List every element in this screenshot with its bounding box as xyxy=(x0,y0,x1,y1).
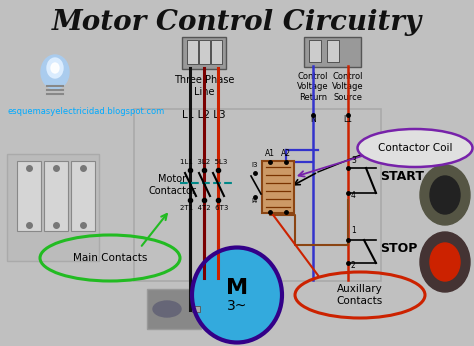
Text: N: N xyxy=(310,115,316,124)
Text: A2: A2 xyxy=(281,149,291,158)
Ellipse shape xyxy=(430,176,460,214)
Text: Contactor Coil: Contactor Coil xyxy=(378,143,452,153)
Text: Three Phase
Line: Three Phase Line xyxy=(174,75,234,97)
Ellipse shape xyxy=(41,55,69,89)
Ellipse shape xyxy=(420,232,470,292)
FancyBboxPatch shape xyxy=(211,40,222,64)
Ellipse shape xyxy=(153,301,181,317)
Text: Motor Control Circuitry: Motor Control Circuitry xyxy=(52,9,422,36)
Ellipse shape xyxy=(430,243,460,281)
Text: STOP: STOP xyxy=(380,242,418,255)
FancyBboxPatch shape xyxy=(147,289,201,329)
Ellipse shape xyxy=(192,247,282,343)
Text: L1: L1 xyxy=(344,115,353,124)
FancyBboxPatch shape xyxy=(192,306,200,312)
FancyBboxPatch shape xyxy=(44,161,68,231)
Text: L1 L2 L3: L1 L2 L3 xyxy=(182,110,226,120)
Text: Control
Voltage
Source: Control Voltage Source xyxy=(332,72,364,102)
Text: Main Contacts: Main Contacts xyxy=(73,253,147,263)
FancyBboxPatch shape xyxy=(187,40,198,64)
Text: Control
Voltage
Return: Control Voltage Return xyxy=(297,72,329,102)
FancyBboxPatch shape xyxy=(327,40,339,62)
FancyBboxPatch shape xyxy=(182,37,226,69)
Text: M: M xyxy=(226,278,248,298)
Text: 3: 3 xyxy=(351,156,356,165)
Text: 4: 4 xyxy=(351,191,356,200)
FancyBboxPatch shape xyxy=(262,161,294,213)
FancyBboxPatch shape xyxy=(7,154,99,261)
Text: 2T1  4T2  6T3: 2T1 4T2 6T3 xyxy=(180,205,228,211)
Text: Auxillary
Contacts: Auxillary Contacts xyxy=(337,284,383,306)
Text: 2: 2 xyxy=(351,261,356,270)
Text: 1: 1 xyxy=(351,226,356,235)
Text: I3: I3 xyxy=(252,162,258,168)
Text: START: START xyxy=(380,170,424,183)
Ellipse shape xyxy=(51,63,59,73)
FancyBboxPatch shape xyxy=(199,40,210,64)
Text: I4: I4 xyxy=(252,198,258,204)
Text: esquemasyelectricidad.blogspot.com: esquemasyelectricidad.blogspot.com xyxy=(8,108,165,117)
FancyBboxPatch shape xyxy=(71,161,95,231)
Text: Motor
Contactor: Motor Contactor xyxy=(148,174,196,196)
Text: A1: A1 xyxy=(265,149,275,158)
FancyBboxPatch shape xyxy=(309,40,321,62)
FancyBboxPatch shape xyxy=(304,37,361,67)
FancyBboxPatch shape xyxy=(17,161,41,231)
Ellipse shape xyxy=(420,165,470,225)
Ellipse shape xyxy=(47,58,63,78)
Text: 1L1  3L2  5L3: 1L1 3L2 5L3 xyxy=(180,159,228,165)
Ellipse shape xyxy=(357,129,473,167)
Text: 3~: 3~ xyxy=(227,299,247,313)
